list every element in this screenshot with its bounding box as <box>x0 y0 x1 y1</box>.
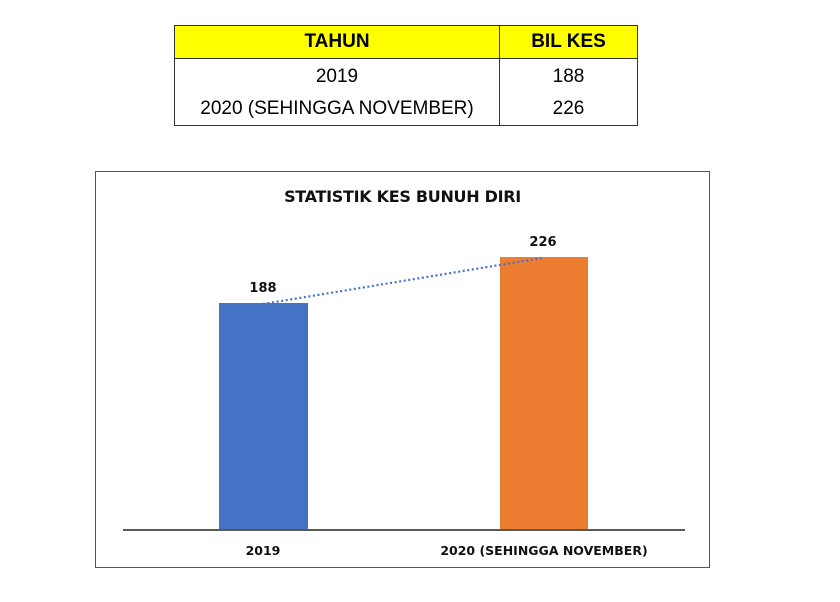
cell-year: 2019 <box>174 58 500 93</box>
bar-2019 <box>219 303 308 530</box>
category-label: 2020 (SEHINGGA NOVEMBER) <box>440 543 648 558</box>
cell-year: 2020 (SEHINGGA NOVEMBER) <box>174 93 500 126</box>
header-bil-kes: BIL KES <box>499 25 638 59</box>
header-tahun: TAHUN <box>174 25 500 59</box>
category-label: 2019 <box>245 543 281 558</box>
table-row: 2019 188 <box>174 58 638 93</box>
bar-chart: STATISTIK KES BUNUH DIRI 188 226 2019 20… <box>95 171 710 568</box>
chart-title: STATISTIK KES BUNUH DIRI <box>284 187 521 206</box>
table-header-row: TAHUN BIL KES <box>174 25 638 59</box>
bar-2020 <box>500 257 588 530</box>
x-axis-line <box>123 529 685 531</box>
cell-cases: 188 <box>499 58 638 93</box>
table-row: 2020 (SEHINGGA NOVEMBER) 226 <box>174 93 638 126</box>
bar-value-label: 188 <box>249 281 277 296</box>
trendline <box>262 256 543 306</box>
cases-table: TAHUN BIL KES 2019 188 2020 (SEHINGGA NO… <box>174 25 638 126</box>
bar-value-label: 226 <box>529 235 557 250</box>
cell-cases: 226 <box>499 93 638 126</box>
